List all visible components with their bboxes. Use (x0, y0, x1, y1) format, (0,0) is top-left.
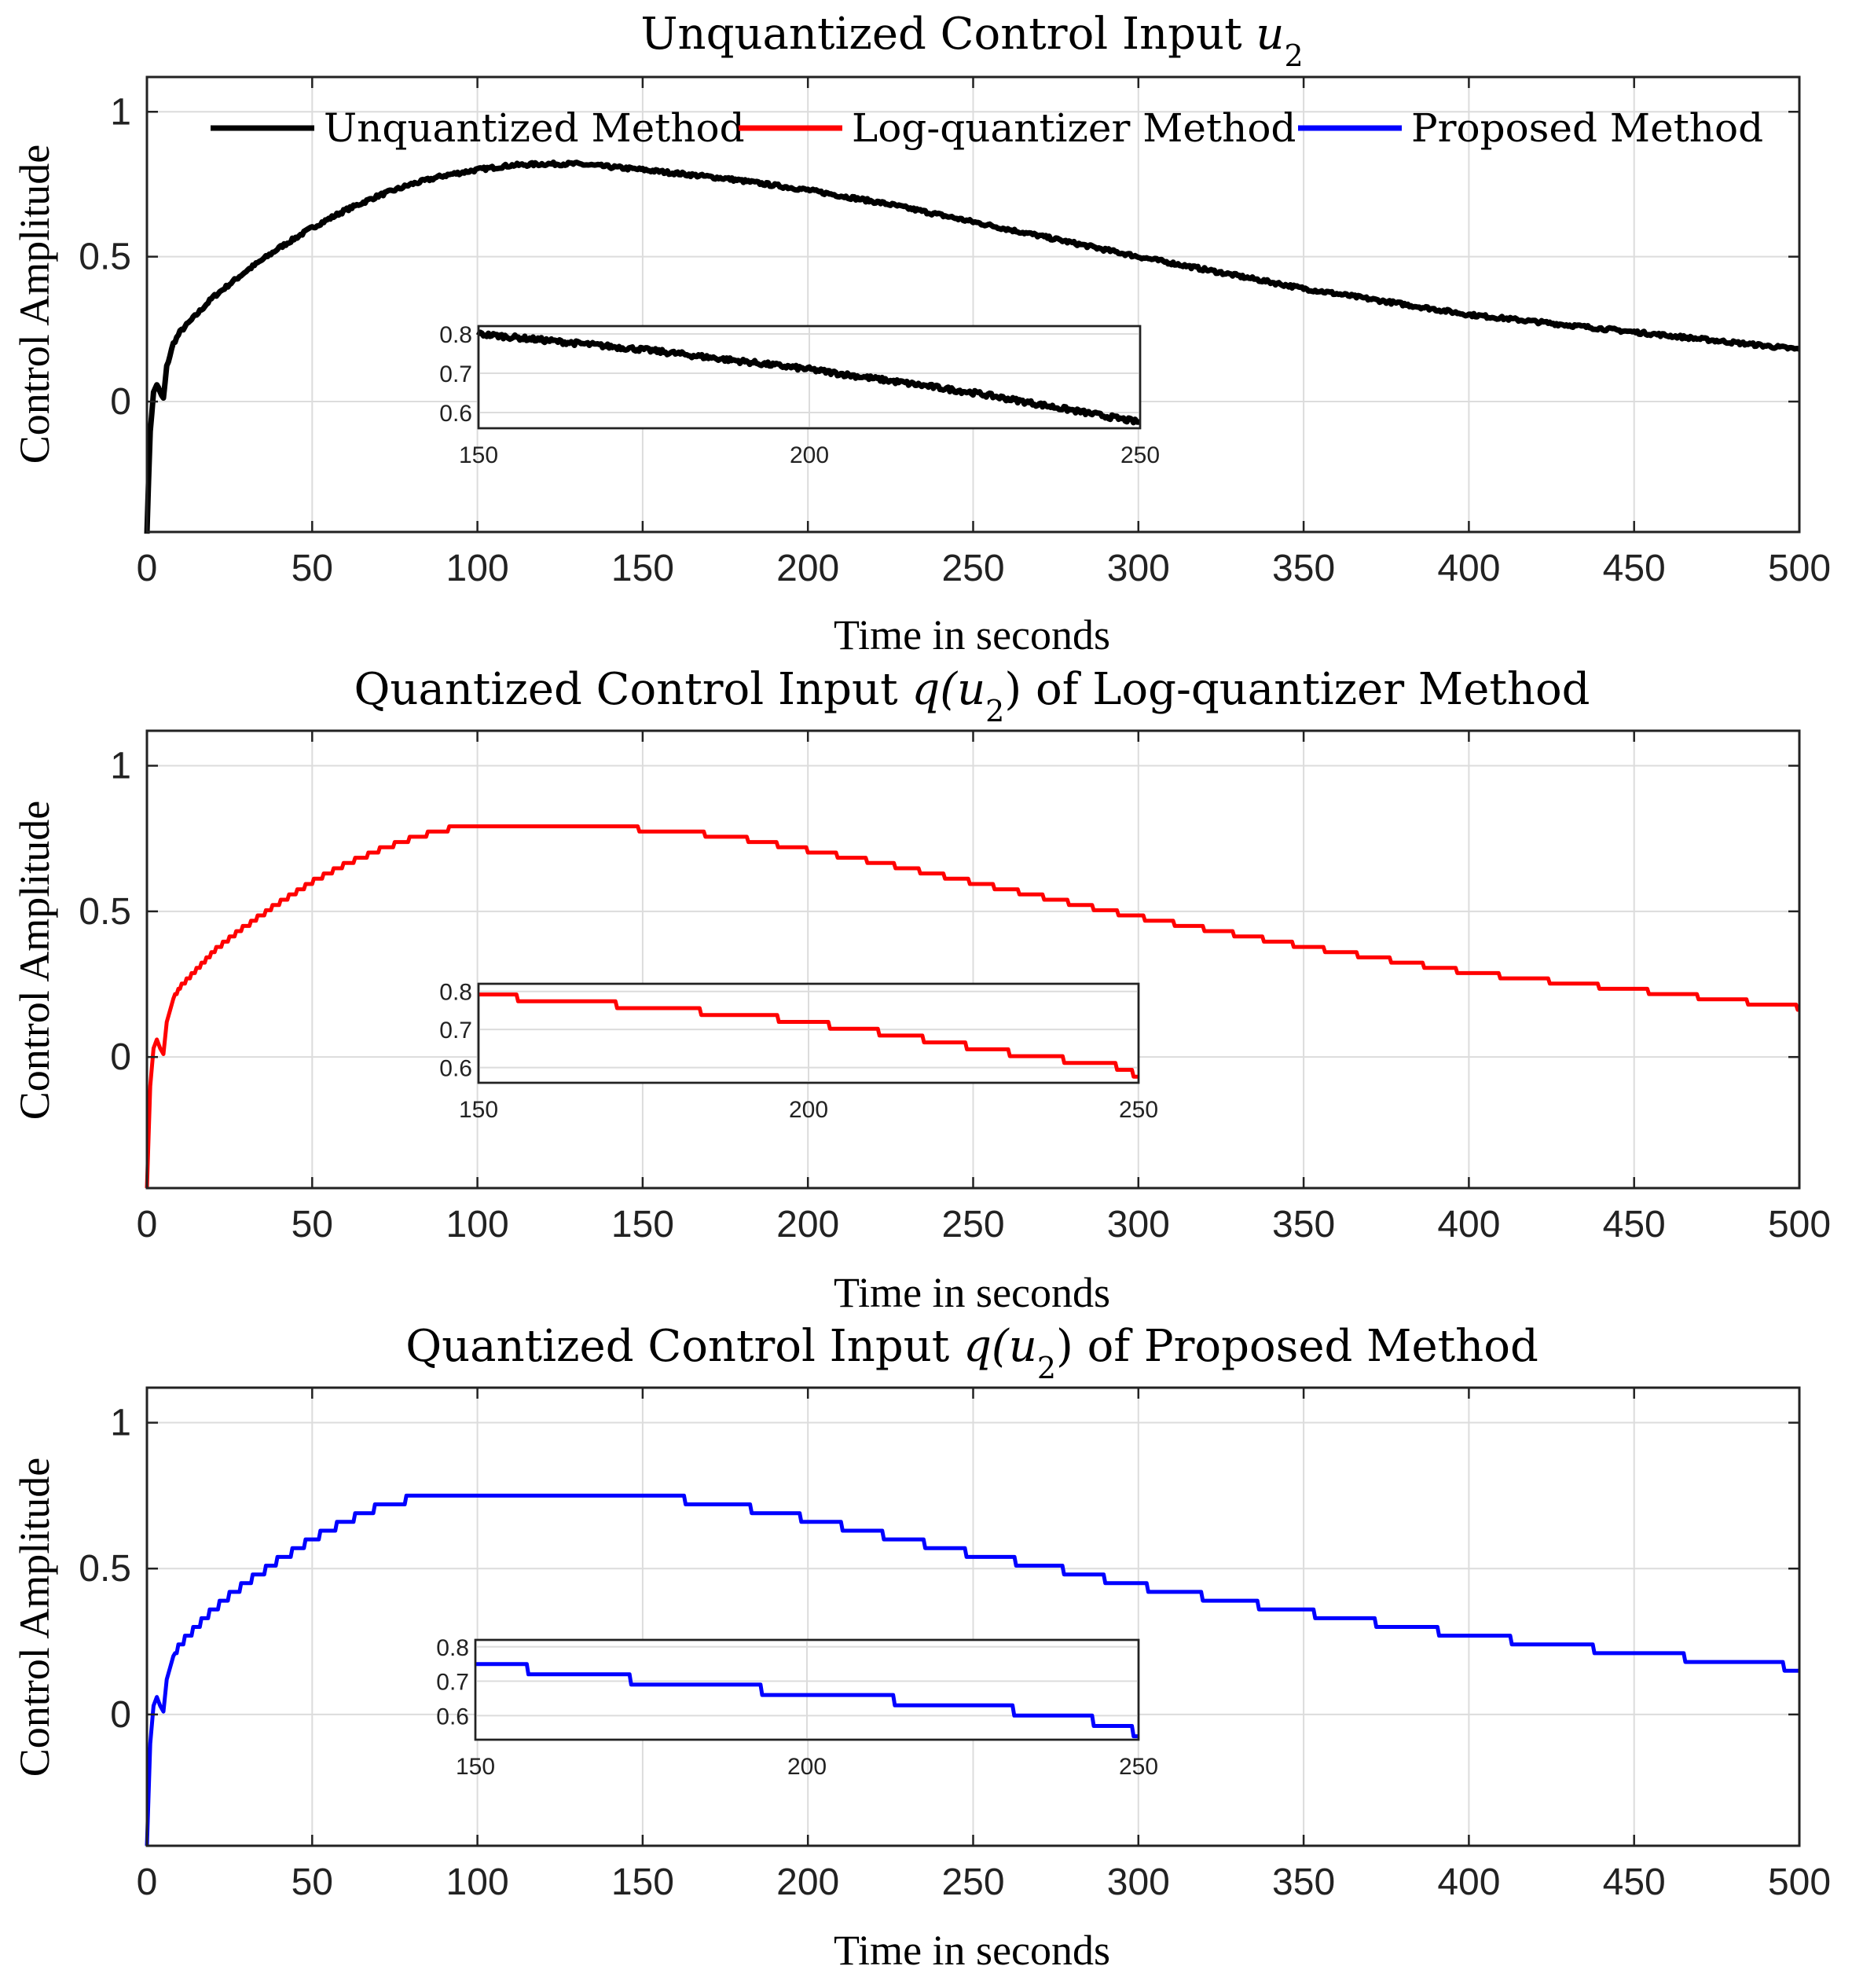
inset-y-tick-label: 0.7 (439, 361, 472, 387)
y-tick-label: 0 (110, 381, 131, 423)
inset-series-line (475, 329, 1142, 426)
x-tick-label: 350 (1272, 1861, 1335, 1903)
x-tick-label: 150 (611, 1204, 674, 1245)
legend-label: Unquantized Method (324, 105, 745, 151)
ticks: 0 50 100 150 200 250 300 350 400 450 500 0 0.5 1 (79, 731, 1831, 1245)
x-tick-label: 500 (1768, 1861, 1831, 1903)
panel-proposed: Quantized Control Input q(u2) of Propose… (11, 1321, 1831, 1974)
x-tick-label: 450 (1603, 548, 1666, 589)
inset-x-tick-label: 150 (459, 442, 498, 468)
inset-y-tick-label: 0.6 (439, 401, 472, 427)
inset-border (474, 1638, 1140, 1741)
x-tick-label: 200 (776, 1204, 839, 1245)
inset-y-tick-label: 0.8 (439, 980, 472, 1006)
x-tick-label: 500 (1768, 1204, 1831, 1245)
y-tick-label: 1 (110, 91, 131, 133)
inset-x-tick-label: 250 (1120, 442, 1160, 468)
x-tick-label: 0 (137, 1204, 158, 1245)
y-tick-label: 0 (110, 1694, 131, 1736)
x-tick-label: 500 (1768, 548, 1831, 589)
inset-series-line (475, 1662, 1139, 1739)
chart-title: Quantized Control Input q(u2) of Log-qua… (354, 664, 1590, 728)
series-group (145, 824, 1800, 1189)
x-tick-label: 350 (1272, 1204, 1335, 1245)
grid (146, 1388, 1800, 1846)
inset-x-tick-label: 200 (789, 1097, 828, 1123)
series-line (144, 160, 1801, 534)
x-tick-label: 450 (1603, 1861, 1666, 1903)
inset-x-tick-label: 200 (790, 442, 829, 468)
x-tick-label: 250 (941, 548, 1004, 589)
x-tick-label: 250 (941, 1204, 1004, 1245)
inset-x-tick-label: 250 (1119, 1097, 1158, 1123)
inset-series-line (478, 992, 1139, 1079)
x-tick-label: 400 (1437, 1861, 1500, 1903)
x-tick-label: 50 (292, 548, 333, 589)
y-tick-label: 1 (110, 1403, 131, 1444)
x-tick-label: 0 (137, 548, 158, 589)
inset-y-tick-label: 0.7 (436, 1670, 469, 1696)
x-axis-label: Time in seconds (834, 1927, 1110, 1974)
y-tick-label: 1 (110, 745, 131, 787)
legend: Unquantized Method Log-quantizer Method Pr… (211, 105, 1763, 151)
x-tick-label: 100 (446, 548, 509, 589)
legend-label: Log-quantizer Method (852, 105, 1296, 151)
x-tick-label: 100 (446, 1861, 509, 1903)
panel-log-quantizer: Quantized Control Input q(u2) of Log-qua… (11, 664, 1831, 1316)
x-tick-label: 50 (292, 1204, 333, 1245)
inset-plot: 150 200 250 0.6 0.7 0.8 (436, 1635, 1158, 1780)
series-line (145, 1493, 1800, 1847)
x-tick-label: 300 (1107, 1861, 1170, 1903)
inset-y-tick-label: 0.8 (439, 322, 472, 348)
y-tick-label: 0.5 (79, 891, 131, 933)
inset-x-tick-label: 150 (459, 1097, 498, 1123)
legend-label: Proposed Method (1411, 105, 1763, 151)
y-tick-label: 0 (110, 1036, 131, 1078)
y-axis-label: Control Amplitude (11, 1458, 58, 1777)
y-tick-label: 0.5 (79, 237, 131, 278)
x-tick-label: 100 (446, 1204, 509, 1245)
chart-title: Quantized Control Input q(u2) of Propose… (405, 1321, 1538, 1385)
inset-border (477, 982, 1140, 1084)
x-tick-label: 300 (1107, 548, 1170, 589)
panel-unquantized: Unquantized Control Input u2 0 50 100 150 20… (11, 9, 1831, 658)
x-tick-label: 450 (1603, 1204, 1666, 1245)
inset-y-tick-label: 0.6 (439, 1056, 472, 1082)
x-tick-label: 200 (776, 548, 839, 589)
x-tick-label: 150 (611, 548, 674, 589)
y-axis-label: Control Amplitude (11, 145, 58, 464)
inset-x-tick-label: 150 (456, 1754, 495, 1780)
x-axis-label: Time in seconds (834, 611, 1110, 658)
inset-x-tick-label: 250 (1119, 1754, 1158, 1780)
y-axis-label: Control Amplitude (11, 801, 58, 1121)
chart-title: Unquantized Control Input u2 (640, 9, 1303, 73)
ticks: 0 50 100 150 200 250 300 350 400 450 500 0 0.5 1 (79, 77, 1831, 589)
y-tick-label: 0.5 (79, 1548, 131, 1590)
inset-y-tick-label: 0.7 (439, 1018, 472, 1044)
x-tick-label: 400 (1437, 1204, 1500, 1245)
x-tick-label: 50 (292, 1861, 333, 1903)
inset-x-tick-label: 200 (787, 1754, 827, 1780)
x-tick-label: 400 (1437, 548, 1500, 589)
x-tick-label: 0 (137, 1861, 158, 1903)
grid (146, 731, 1800, 1188)
x-tick-label: 150 (611, 1861, 674, 1903)
x-axis-label: Time in seconds (834, 1269, 1110, 1316)
inset-y-tick-label: 0.8 (436, 1635, 469, 1661)
inset-plot: 150 200 250 0.6 0.7 0.8 (439, 980, 1158, 1123)
inset-plot: 150 200 250 0.6 0.7 0.8 (439, 322, 1160, 468)
x-tick-label: 250 (941, 1861, 1004, 1903)
series-group (144, 160, 1801, 534)
inset-border (477, 325, 1142, 430)
x-tick-label: 350 (1272, 548, 1335, 589)
ticks: 0 50 100 150 200 250 300 350 400 450 500 0 0.5 1 (79, 1388, 1831, 1903)
x-tick-label: 300 (1107, 1204, 1170, 1245)
x-tick-label: 200 (776, 1861, 839, 1903)
series-group (145, 1493, 1800, 1847)
inset-y-tick-label: 0.6 (436, 1704, 469, 1729)
series-line (145, 824, 1800, 1189)
